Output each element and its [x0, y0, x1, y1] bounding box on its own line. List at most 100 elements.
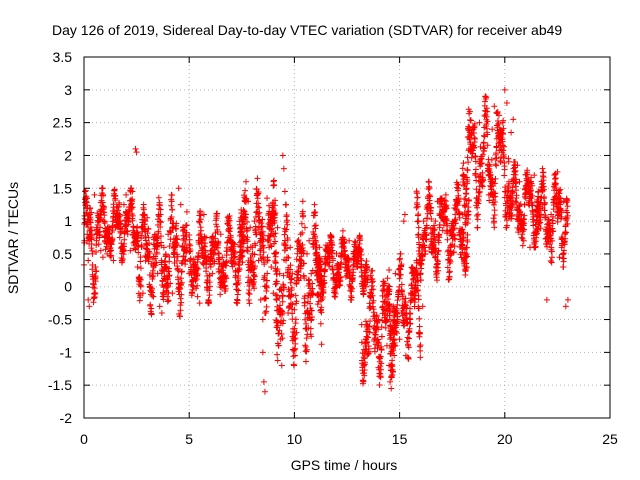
data-point	[101, 212, 108, 219]
data-point	[284, 221, 291, 228]
y-tick-label: 1.5	[53, 180, 73, 196]
data-point	[178, 275, 185, 282]
data-point	[108, 252, 115, 259]
data-point	[547, 258, 554, 265]
data-point	[269, 225, 276, 232]
data-point	[195, 265, 202, 272]
data-point	[299, 244, 306, 251]
data-point	[491, 218, 498, 225]
data-point	[196, 219, 203, 226]
data-point	[175, 267, 182, 274]
data-point	[287, 279, 294, 286]
data-point	[283, 212, 290, 219]
data-point	[271, 257, 278, 264]
data-point	[186, 258, 193, 265]
data-point	[206, 283, 213, 290]
data-point	[303, 335, 310, 342]
y-tick-label: 2	[64, 147, 72, 163]
data-point	[284, 237, 291, 244]
data-point	[88, 241, 95, 248]
data-point	[474, 224, 481, 231]
data-point	[234, 297, 241, 304]
data-point	[172, 239, 179, 246]
data-point	[444, 236, 451, 243]
data-point	[283, 245, 290, 252]
data-point	[234, 281, 241, 288]
data-point	[82, 188, 89, 195]
data-point	[370, 309, 377, 316]
data-point	[157, 233, 164, 240]
data-point	[416, 323, 423, 330]
data-point	[302, 358, 309, 365]
data-point	[279, 292, 286, 299]
data-point	[251, 285, 258, 292]
chart-title: Day 126 of 2019, Sidereal Day-to-day VTE…	[52, 22, 562, 38]
data-point	[313, 241, 320, 248]
data-point	[203, 265, 210, 272]
data-point	[472, 166, 479, 173]
data-point	[210, 251, 217, 258]
data-point	[384, 275, 391, 282]
data-point	[214, 210, 221, 217]
data-point	[138, 243, 145, 250]
data-point	[157, 219, 164, 226]
data-point	[109, 236, 116, 243]
data-point	[178, 268, 185, 275]
data-point	[424, 215, 431, 222]
data-point	[256, 209, 263, 216]
data-point	[417, 342, 424, 349]
data-point	[279, 298, 286, 305]
data-point	[222, 285, 229, 292]
data-point	[180, 253, 187, 260]
data-point	[562, 229, 569, 236]
data-point	[244, 248, 251, 255]
data-point	[308, 314, 315, 321]
data-point	[288, 284, 295, 291]
data-point	[548, 254, 555, 261]
data-point	[416, 315, 423, 322]
data-point	[93, 267, 100, 274]
data-point	[491, 211, 498, 218]
data-point	[263, 287, 270, 294]
data-point	[415, 218, 422, 225]
y-tick-label: 0.5	[53, 246, 73, 262]
data-point	[146, 240, 153, 247]
data-point	[166, 265, 173, 272]
data-point	[271, 214, 278, 221]
data-point	[216, 250, 223, 257]
data-point	[304, 250, 311, 257]
data-point	[250, 258, 257, 265]
data-point	[206, 299, 213, 306]
data-point	[284, 254, 291, 261]
plot-frame	[83, 56, 611, 419]
data-point	[164, 298, 171, 305]
data-point	[155, 194, 162, 201]
data-point	[417, 354, 424, 361]
data-point	[177, 313, 184, 320]
data-point	[143, 241, 150, 248]
data-point	[169, 206, 176, 213]
y-tick-label: 0	[64, 279, 72, 295]
data-point	[509, 184, 516, 191]
data-point	[301, 260, 308, 267]
data-point	[263, 284, 270, 291]
data-point	[285, 254, 292, 261]
data-point	[491, 103, 498, 110]
data-point	[309, 280, 316, 287]
data-point	[257, 245, 264, 252]
data-point	[494, 108, 501, 115]
data-point	[501, 86, 508, 93]
data-point	[564, 203, 571, 210]
data-point	[134, 238, 141, 245]
data-point	[197, 216, 204, 223]
data-point	[244, 238, 251, 245]
x-tick-label: 25	[602, 431, 618, 447]
data-point	[239, 253, 246, 260]
data-point	[187, 242, 194, 249]
data-point	[101, 218, 108, 225]
data-point	[435, 248, 442, 255]
x-tick-label: 5	[185, 431, 193, 447]
data-point	[255, 189, 262, 196]
data-point	[137, 265, 144, 272]
data-point	[473, 212, 480, 219]
